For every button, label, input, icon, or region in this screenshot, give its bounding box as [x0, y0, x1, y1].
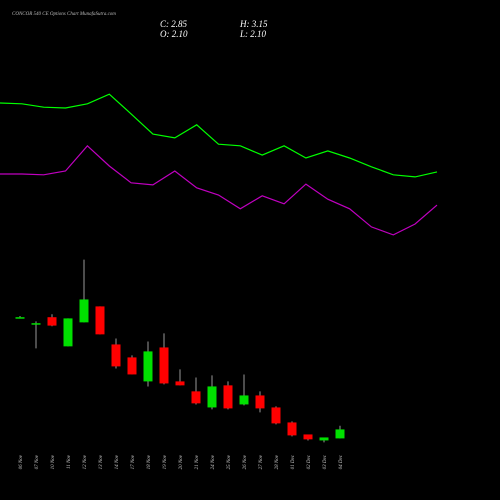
candle-body: [287, 422, 297, 436]
candle-body: [111, 344, 121, 367]
indicator-line: [0, 93, 438, 178]
candle-body: [223, 385, 233, 409]
indicator-line: [0, 144, 438, 236]
candle-body: [95, 306, 105, 335]
candle-body: [175, 381, 185, 386]
candle-body: [335, 429, 345, 439]
x-tick-label: 13 Nov: [99, 454, 104, 469]
candle-body: [15, 317, 25, 319]
x-tick-label: 19 Nov: [163, 454, 168, 469]
candle-body: [47, 317, 57, 326]
x-tick-label: 03 Dec: [323, 454, 328, 469]
x-tick-label: 14 Nov: [115, 454, 120, 469]
high-info: H: 3.15: [239, 19, 268, 29]
open-info: O: 2.10: [160, 29, 188, 39]
x-tick-label: 04 Dec: [339, 454, 344, 469]
candle-body: [255, 395, 265, 409]
x-tick-label: 20 Nov: [179, 454, 184, 469]
candle-body: [79, 299, 89, 323]
x-tick-label: 12 Nov: [83, 454, 88, 469]
candle-body: [319, 437, 329, 441]
candle-body: [127, 357, 137, 375]
candle-body: [63, 318, 73, 347]
candle-body: [303, 434, 313, 440]
x-tick-label: 24 Nov: [211, 454, 216, 469]
x-tick-label: 11 Nov: [67, 454, 72, 469]
candle-body: [143, 351, 153, 382]
x-tick-label: 18 Nov: [147, 454, 152, 469]
x-tick-label: 01 Dec: [291, 454, 296, 469]
low-info: L: 2.10: [239, 29, 267, 39]
candle-body: [31, 323, 41, 325]
x-tick-label: 07 Nov: [35, 454, 40, 469]
candle-body: [271, 407, 281, 424]
x-tick-label: 26 Nov: [243, 454, 248, 469]
chart-title: CONCOR 540 CE Options Chart MunafaSutra.…: [12, 12, 116, 17]
x-tick-label: 06 Nov: [19, 454, 24, 469]
x-tick-label: 21 Nov: [195, 454, 200, 469]
candle-body: [191, 391, 201, 404]
x-tick-label: 02 Dec: [307, 454, 312, 469]
x-tick-label: 10 Nov: [51, 454, 56, 469]
x-tick-label: 28 Nov: [275, 454, 280, 469]
x-tick-label: 27 Nov: [259, 454, 264, 469]
x-tick-label: 25 Nov: [227, 454, 232, 469]
candle-body: [207, 386, 217, 408]
candle-body: [159, 347, 169, 384]
candle-body: [239, 395, 249, 405]
close-info: C: 2.85: [160, 19, 188, 29]
x-tick-label: 17 Nov: [131, 454, 136, 469]
